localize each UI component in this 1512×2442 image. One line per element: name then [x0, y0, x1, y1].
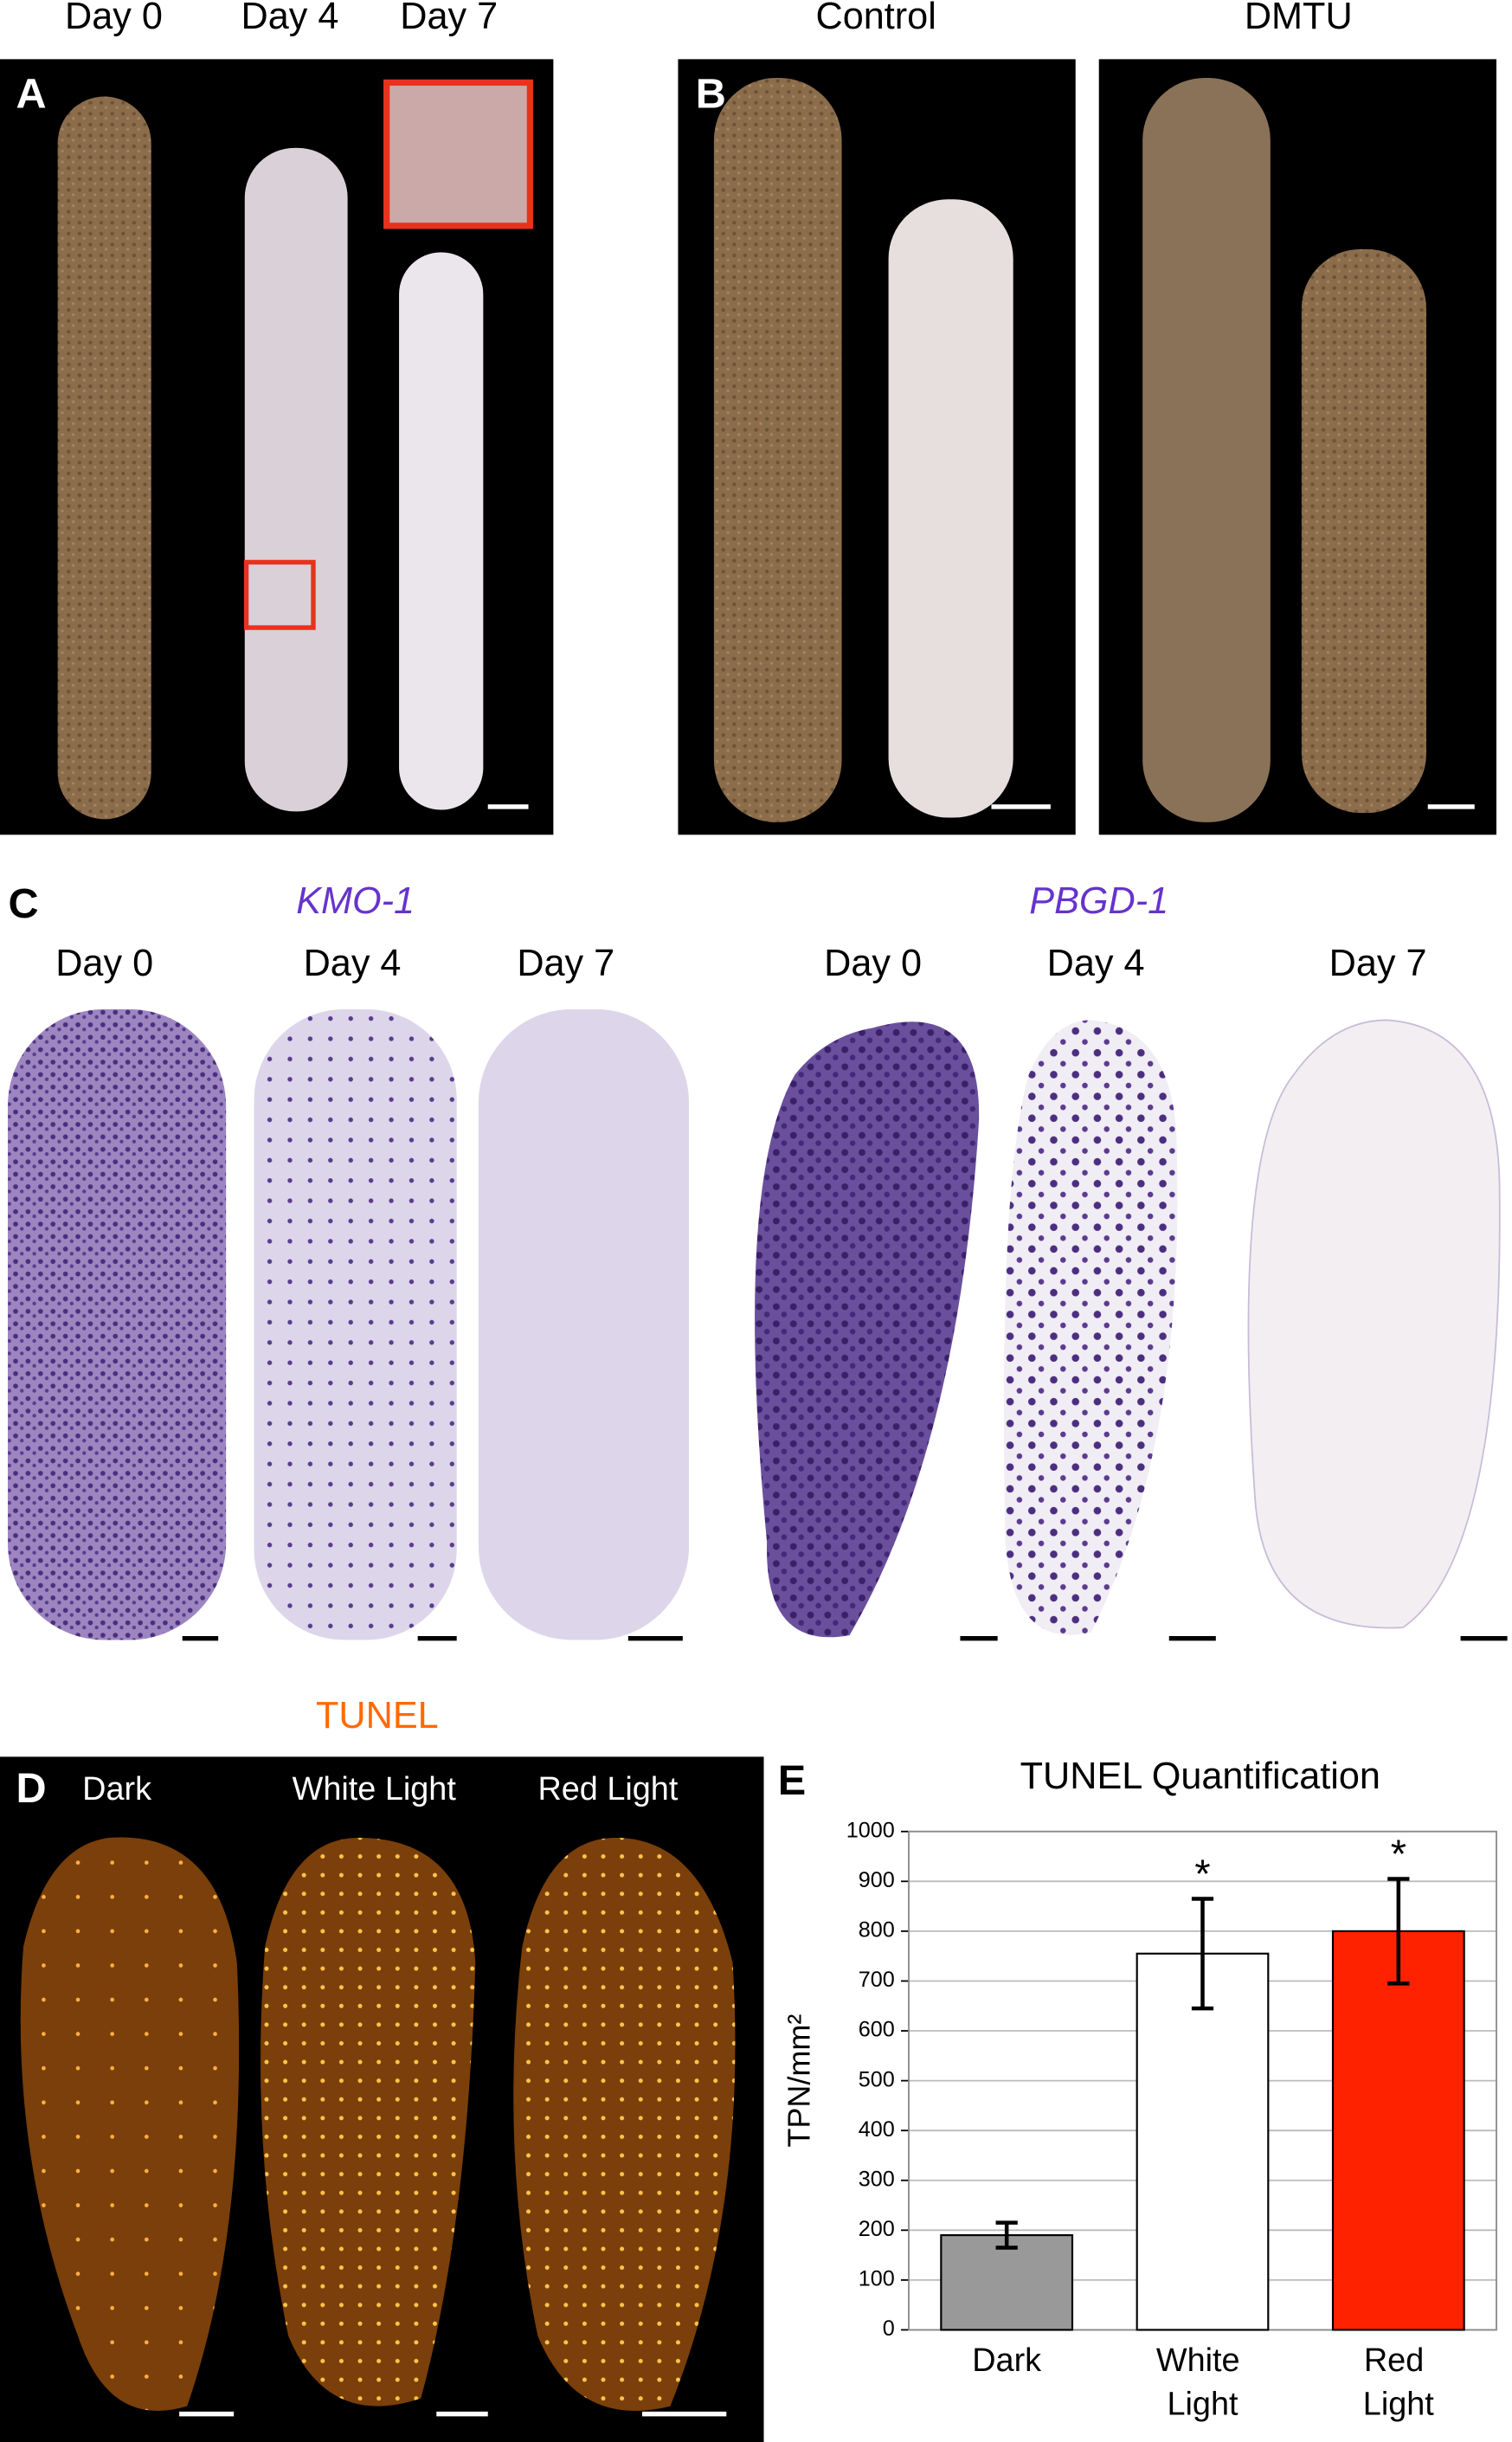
worm	[1247, 1019, 1501, 1629]
y-tick-label: 1000	[846, 1818, 895, 1842]
worm	[8, 1008, 227, 1640]
worm	[1003, 1020, 1178, 1635]
y-tick-label: 100	[859, 2267, 895, 2291]
worm	[888, 199, 1013, 818]
inset	[383, 79, 533, 229]
worm	[20, 1837, 240, 2412]
y-tick-label: 800	[859, 1918, 895, 1943]
panel-title: DMTU	[1245, 0, 1353, 37]
panel-title: Day 7	[1329, 943, 1427, 984]
y-tick-label: 600	[859, 2018, 895, 2042]
y-tick-label: 400	[859, 2117, 895, 2142]
panel-title: Day 7	[400, 0, 498, 37]
error-bar	[995, 2220, 1018, 2250]
inset-box	[243, 559, 316, 630]
panel-title: Day 0	[55, 943, 153, 984]
worm	[254, 1008, 457, 1640]
chart-title: TUNEL Quantification	[1020, 1756, 1380, 1797]
worm	[755, 1021, 980, 1638]
error-bar	[1191, 1897, 1214, 2011]
error-bar	[1387, 1877, 1410, 1986]
stain-label: TUNEL	[316, 1695, 439, 1736]
x-tick-label: Dark	[972, 2342, 1041, 2379]
bar	[940, 2233, 1074, 2331]
worm	[399, 252, 484, 810]
panel-label: B	[696, 70, 726, 117]
y-tick-label: 200	[859, 2217, 895, 2241]
panel-title: Day 4	[304, 943, 402, 984]
bar	[1331, 1930, 1465, 2331]
panel-label: A	[16, 70, 46, 117]
worm	[513, 1837, 736, 2412]
worm	[57, 96, 151, 820]
panel-title: Dark	[82, 1771, 151, 1807]
significance-label: *	[1194, 1852, 1210, 1897]
panel-title: White Light	[293, 1771, 457, 1807]
worm	[1142, 77, 1271, 822]
y-tick-label: 700	[859, 1968, 895, 1992]
panel-title: Day 4	[241, 0, 339, 37]
y-axis-label: TPN/mm²	[781, 2014, 816, 2148]
y-tick-label: 0	[883, 2316, 895, 2341]
worm	[478, 1008, 690, 1640]
gene-label: PBGD-1	[1029, 880, 1168, 922]
significance-label: *	[1391, 1832, 1406, 1877]
y-tick-label: 900	[859, 1868, 895, 1892]
y-tick-label: 500	[859, 2067, 895, 2091]
gene-label: KMO-1	[296, 880, 415, 922]
panel-title: Day 4	[1047, 943, 1145, 984]
panel-title: Control	[816, 0, 936, 37]
worm	[244, 147, 348, 812]
panel-title: Day 0	[65, 0, 163, 37]
panel-title: Red Light	[537, 1771, 678, 1807]
panel-label: E	[778, 1757, 806, 1804]
x-tick-label: White Light	[1156, 2342, 1249, 2422]
worm	[713, 77, 842, 822]
panel-label: C	[8, 880, 38, 927]
panel-title: Day 7	[517, 943, 614, 984]
bar	[1136, 1952, 1270, 2331]
x-tick-label: Red Light	[1363, 2342, 1435, 2422]
y-tick-label: 300	[859, 2167, 895, 2191]
worm	[261, 1837, 476, 2407]
bar-chart: 0 100 200 300 400 500 600 700 800 900 1000 Dark Whit…	[846, 1818, 1497, 2423]
panel-label: D	[16, 1765, 46, 1812]
worm	[1301, 248, 1426, 814]
panel-title: Day 0	[824, 943, 922, 984]
